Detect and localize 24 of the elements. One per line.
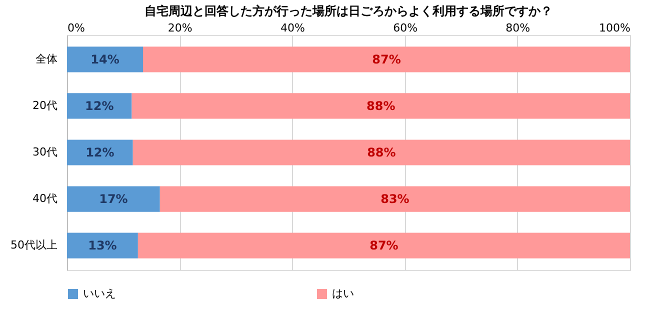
x-tick-label: 20% <box>168 22 192 34</box>
x-tick-label: 60% <box>393 22 418 34</box>
legend-label: はい <box>332 287 354 300</box>
data-label: 14% <box>90 52 120 66</box>
x-tick-label: 0% <box>68 22 85 34</box>
y-tick-label: 40代 <box>32 192 58 206</box>
legend-label: いいえ <box>83 287 116 300</box>
data-label: 83% <box>380 192 410 206</box>
data-label: 12% <box>85 98 114 113</box>
data-label: 88% <box>367 146 396 160</box>
x-tick-label: 40% <box>280 22 305 34</box>
x-tick-label: 100% <box>599 22 630 34</box>
y-tick-label: 30代 <box>32 146 58 158</box>
y-tick-label: 20代 <box>32 98 58 112</box>
data-label: 17% <box>99 192 128 206</box>
data-label: 87% <box>370 238 398 253</box>
data-label: 88% <box>366 98 396 113</box>
y-tick-label: 50代以上 <box>10 238 58 252</box>
data-label: 13% <box>88 238 117 253</box>
chart-title: 自宅周辺と回答した方が行った場所は日ごろからよく利用する場所ですか？ <box>144 4 552 18</box>
y-tick-label: 全体 <box>36 52 58 66</box>
data-label: 12% <box>86 146 114 160</box>
x-tick-label: 80% <box>506 22 530 34</box>
data-label: 87% <box>372 52 401 66</box>
